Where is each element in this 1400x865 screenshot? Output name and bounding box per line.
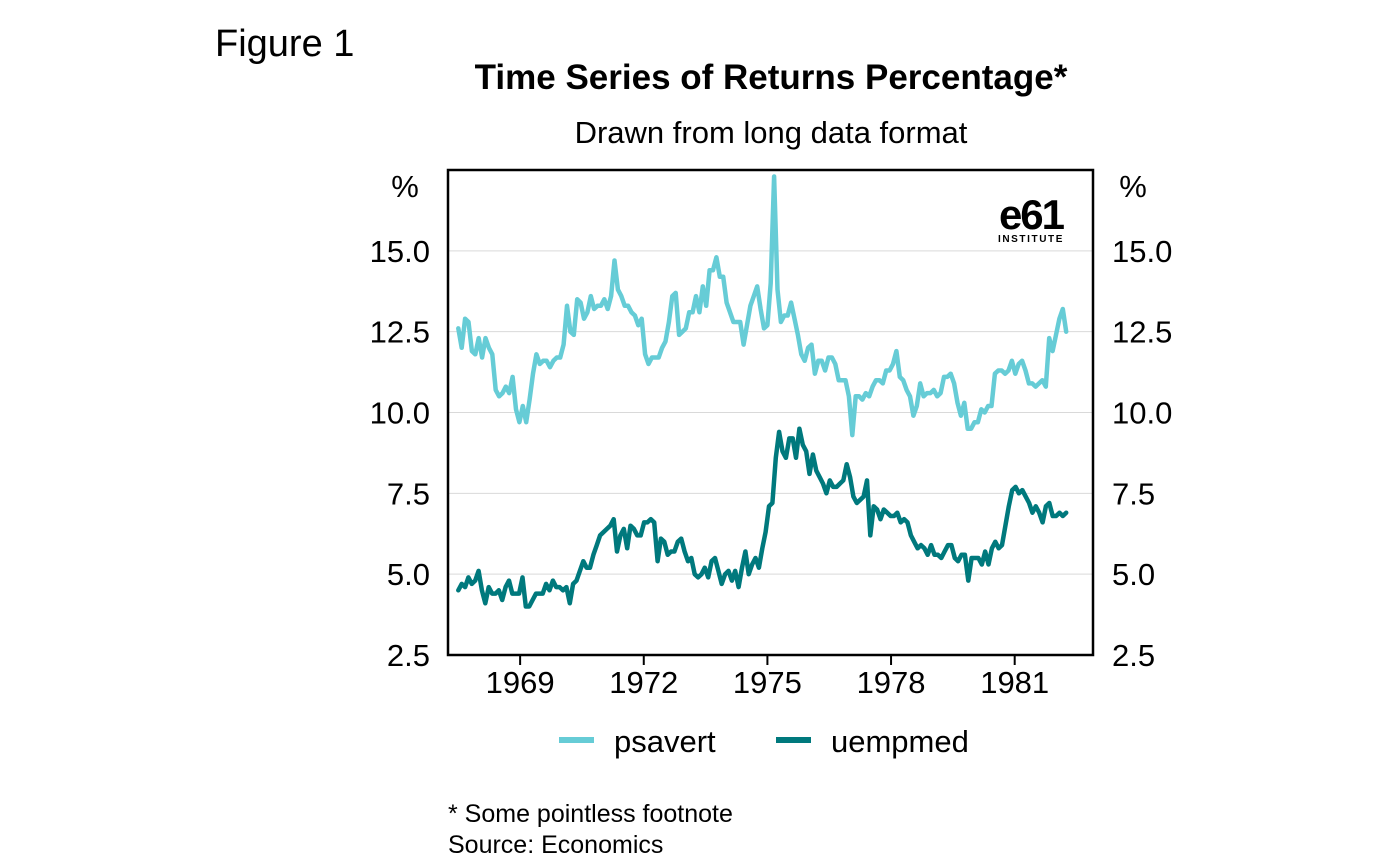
y-axis-unit-right: % — [1119, 169, 1147, 204]
x-tick-label: 1978 — [857, 665, 926, 700]
chart-subtitle: Drawn from long data format — [575, 115, 968, 150]
axis-ticks: 2.5 2.5 5.0 5.0 7.5 7.5 10.0 10.0 12.5 12.5 15.0 15… — [370, 234, 1173, 700]
y-tick-label-right: 10.0 — [1112, 396, 1172, 431]
y-tick-label-left: 10.0 — [370, 396, 430, 431]
y-tick-label-left: 2.5 — [387, 638, 430, 673]
plot-frame — [446, 168, 1095, 657]
legend-label-psavert: psavert — [614, 724, 716, 759]
legend: psavert uempmed — [559, 724, 969, 759]
y-tick-label-right: 7.5 — [1112, 476, 1155, 511]
e61-logo: e61 INSTITUTE — [998, 191, 1067, 245]
y-tick-label-left: 15.0 — [370, 234, 430, 269]
y-tick-label-right: 12.5 — [1112, 315, 1172, 350]
x-tick-label: 1972 — [609, 665, 678, 700]
series-lines — [456, 174, 1069, 609]
series-line-psavert — [456, 174, 1069, 438]
chart-title: Time Series of Returns Percentage* — [475, 58, 1068, 97]
x-tick-label: 1975 — [733, 665, 802, 700]
logo-mark: e61 — [999, 191, 1065, 238]
y-tick-label-right: 15.0 — [1112, 234, 1172, 269]
y-tick-label-left: 7.5 — [387, 476, 430, 511]
source-note: Source: Economics — [448, 831, 663, 859]
y-tick-label-left: 12.5 — [370, 315, 430, 350]
x-tick-label: 1981 — [980, 665, 1049, 700]
logo-subtext: INSTITUTE — [998, 234, 1064, 245]
y-tick-label-right: 2.5 — [1112, 638, 1155, 673]
legend-label-uempmed: uempmed — [831, 724, 969, 759]
series-line-uempmed — [456, 426, 1069, 609]
y-tick-label-left: 5.0 — [387, 557, 430, 592]
y-tick-label-right: 5.0 — [1112, 557, 1155, 592]
y-axis-unit-left: % — [391, 169, 419, 204]
figure-label: Figure 1 — [215, 23, 354, 65]
footnote: * Some pointless footnote — [448, 800, 733, 828]
x-tick-label: 1969 — [486, 665, 555, 700]
